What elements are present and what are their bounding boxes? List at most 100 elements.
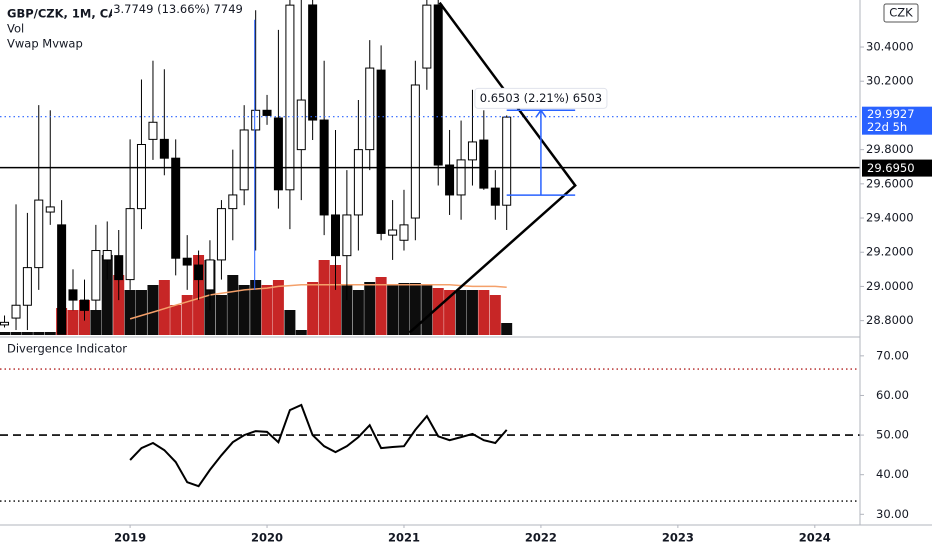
volume-bar (44, 332, 56, 335)
candle-body (296, 99, 306, 151)
volume-bar (135, 290, 147, 335)
y-tick-label: 30.4000 (866, 40, 914, 54)
y-tick-label: 60.00 (876, 388, 909, 402)
countdown-label: 22d 5h (867, 120, 907, 134)
candle-body (136, 143, 146, 210)
candle-body (182, 257, 192, 266)
annotation: 3.7749 (13.66%) 7749 (113, 2, 243, 16)
candle-body (68, 289, 78, 301)
currency[interactable]: CZK (889, 6, 913, 20)
volume-bar (227, 275, 239, 335)
volume-bar (124, 290, 136, 335)
volume-bar (330, 265, 342, 335)
candle-body (342, 214, 352, 257)
y-tick-label: 29.2000 (866, 245, 914, 259)
volume-bar (272, 280, 284, 335)
candle-body (376, 69, 386, 234)
candle-body (91, 250, 101, 301)
candle-body (456, 159, 466, 196)
price-label: 29.6950 (867, 161, 915, 175)
volume-bar (250, 280, 262, 335)
candle-body (285, 4, 295, 191)
volume-bar (113, 275, 125, 335)
candle-body (171, 157, 181, 259)
price-label-box (862, 106, 932, 135)
candle-body (57, 224, 67, 335)
candle-body (502, 116, 512, 206)
candle-body (148, 121, 158, 140)
price-label-box (862, 159, 932, 177)
candle-body (410, 84, 420, 219)
candle-body (125, 208, 135, 281)
y-tick-label: 29.4000 (866, 211, 914, 225)
candle-body (34, 199, 44, 269)
overlay: GBP/CZK, 1M, CAPITALCOM Vol Vwap Mvwap D… (7, 0, 932, 356)
candle-body (273, 117, 283, 191)
candle-body (467, 141, 477, 161)
volume-bar (284, 310, 296, 335)
price-label: 29.9927 (867, 107, 915, 121)
volume-bar (10, 332, 22, 335)
x-tick-label: 2024 (799, 531, 831, 545)
y-tick-label: 29.8000 (866, 142, 914, 156)
candle-body (22, 267, 32, 306)
volume-bar (421, 285, 433, 335)
y-tick-label: 50.00 (876, 428, 909, 442)
annotation-box (474, 87, 608, 109)
trendline (408, 1, 577, 334)
volume-bar (455, 290, 467, 335)
volume-bar (147, 285, 159, 335)
candle-body (399, 224, 409, 241)
volume-bar (466, 290, 478, 335)
volume-bar (352, 290, 364, 335)
legend-entry: Vwap Mvwap (7, 37, 83, 51)
volume-bar (295, 330, 307, 335)
y-tick-label: 29.6000 (866, 176, 914, 190)
volume-bar (387, 285, 399, 335)
candle-body (262, 109, 272, 116)
volume-bar (501, 323, 513, 335)
y-tick-label: 28.8000 (866, 313, 914, 327)
candle-body (216, 208, 226, 261)
volume-bar (21, 332, 33, 335)
candle-body (45, 206, 55, 213)
legend-entry: Vol (7, 22, 24, 36)
volume-bar (478, 290, 490, 335)
y-tick-label: 30.00 (876, 507, 909, 521)
volume-bar (341, 285, 353, 335)
candle-body (79, 299, 89, 311)
volume-bar (307, 282, 319, 335)
candle-body (11, 304, 21, 319)
candle-body (0, 321, 10, 326)
volume-bar (0, 332, 11, 335)
candle-body (388, 229, 398, 236)
y-tick-label: 30.2000 (866, 74, 914, 88)
volume-bar (181, 295, 193, 335)
volume-bar (364, 282, 376, 335)
candle-body (331, 214, 341, 257)
y-tick-label: 40.00 (876, 467, 909, 481)
candle-body (365, 67, 375, 151)
candle-body (159, 138, 169, 159)
measure-arrow (535, 109, 547, 118)
volume-bar (215, 295, 227, 335)
candle-body (353, 149, 363, 216)
candle-body (490, 187, 500, 206)
volume-bar (33, 332, 45, 335)
y-tick-label: 70.00 (876, 348, 909, 362)
currency-box[interactable] (883, 3, 919, 23)
vwap-line (129, 283, 507, 320)
x-tick-label: 2019 (114, 531, 146, 545)
volume-bar (170, 305, 182, 335)
price-pane: 28.8000 29.0000 29.2000 29.4000 29.6000 29.80… (0, 0, 914, 545)
candle-body (251, 109, 261, 131)
volume-bar (375, 277, 387, 335)
indicator-line (129, 403, 508, 488)
indicator-title: Divergence Indicator (7, 342, 127, 356)
annotation-box (112, 0, 245, 20)
candle-body (479, 139, 489, 189)
y-tick-label: 29.0000 (866, 279, 914, 293)
candle-body (205, 259, 215, 291)
